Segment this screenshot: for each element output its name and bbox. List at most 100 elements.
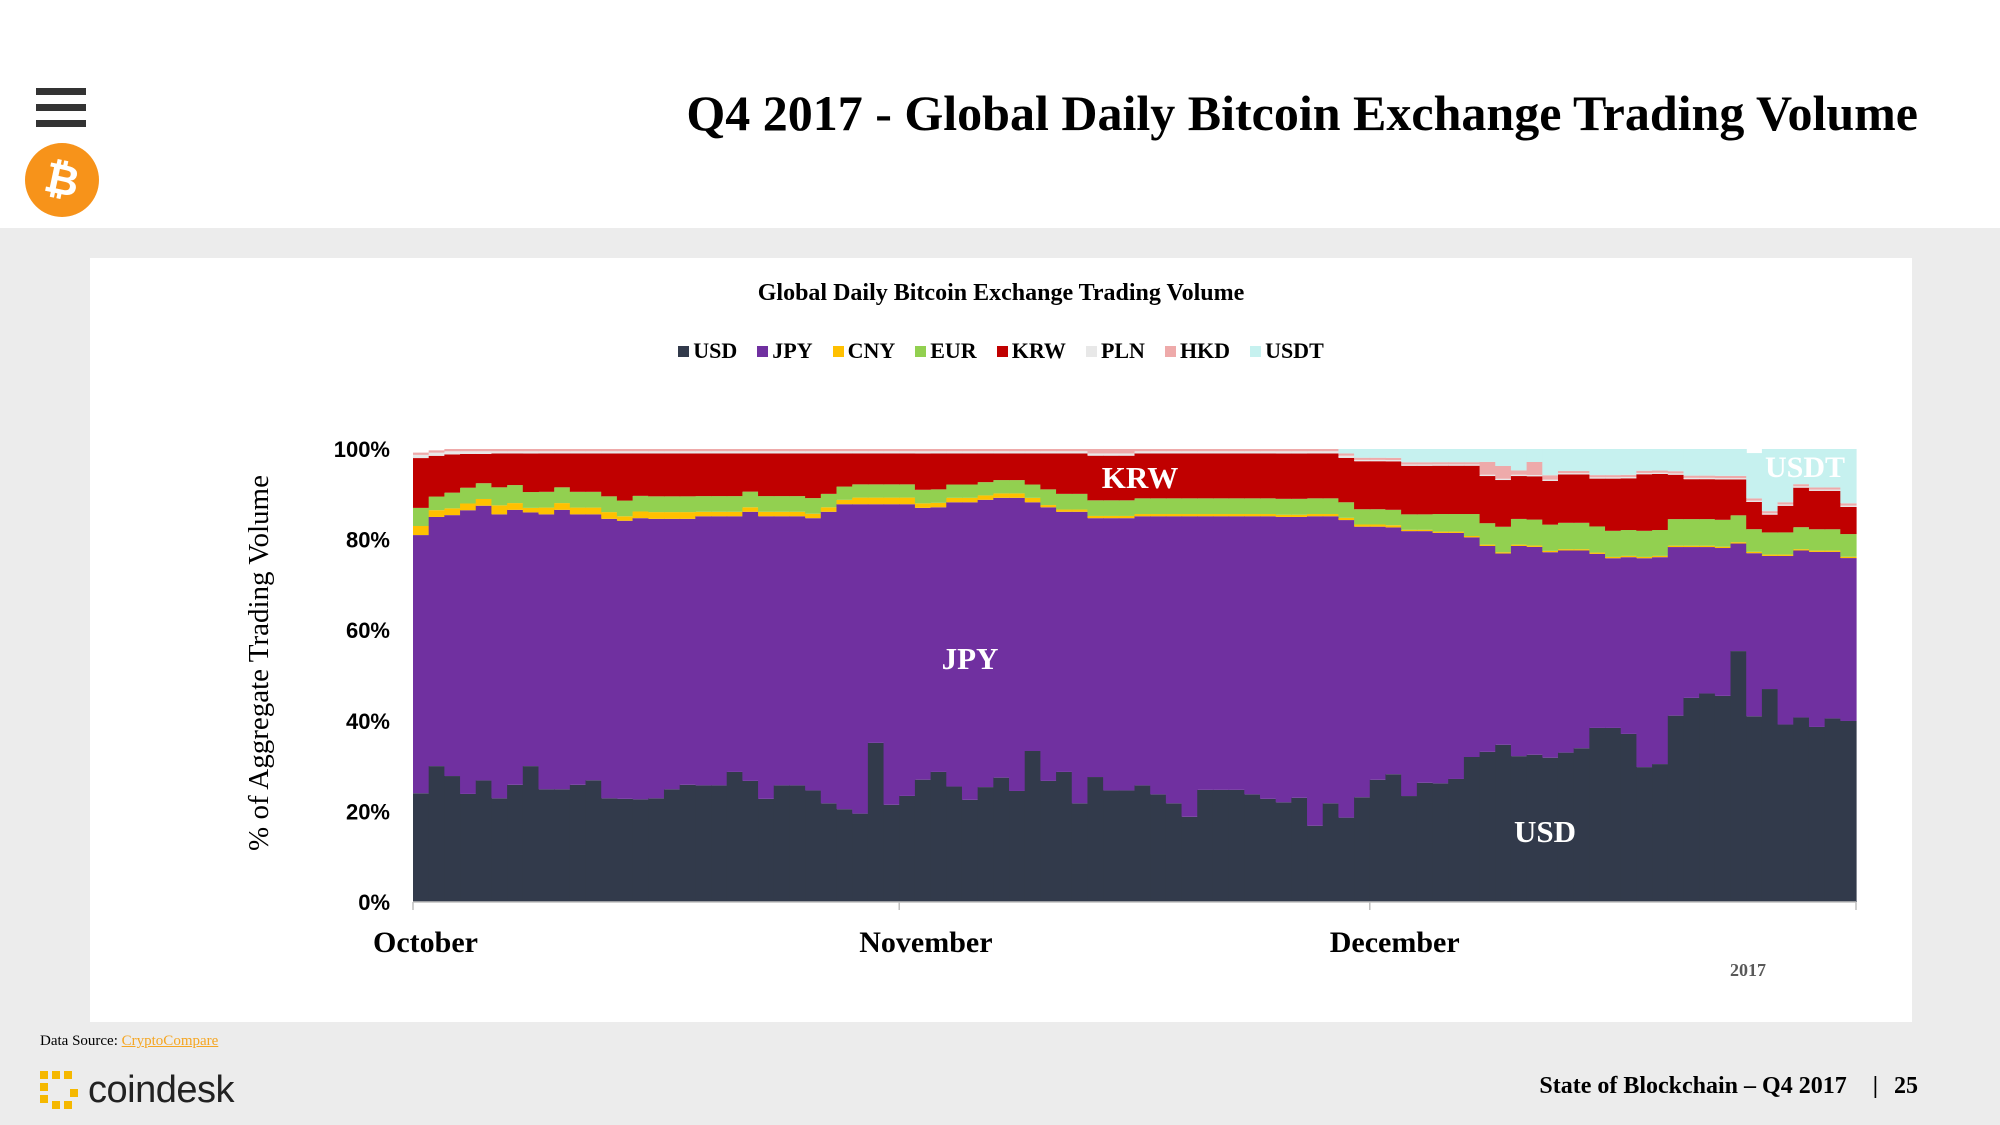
area-segment-krw — [1463, 465, 1481, 515]
area-segment-jpy — [1212, 516, 1230, 790]
area-segment-cny — [1212, 514, 1230, 517]
area-segment-pln — [1275, 451, 1292, 454]
area-segment-jpy — [711, 516, 728, 786]
area-segment-jpy — [632, 518, 649, 800]
area-segment-usd — [1134, 785, 1151, 902]
area-segment-pln — [1432, 464, 1449, 466]
area-segment-usd — [616, 798, 634, 902]
area-segment-jpy — [1824, 551, 1841, 719]
source-label: Data Source: — [40, 1033, 122, 1049]
area-segment-pln — [1009, 451, 1026, 454]
area-segment-eur — [1840, 534, 1857, 557]
chart-title: Global Daily Bitcoin Exchange Trading Vo… — [757, 280, 1245, 306]
area-segment-eur — [1228, 498, 1245, 515]
hamburger-menu-icon[interactable] — [36, 88, 86, 130]
area-segment-cny — [663, 512, 681, 519]
area-segment-jpy — [1291, 516, 1308, 798]
area-segment-usd — [1150, 794, 1167, 902]
header: ₿ Q4 2017 - Global Daily Bitcoin Exchang… — [0, 0, 2000, 228]
area-segment-jpy — [1228, 516, 1245, 790]
area-segment-pln — [1040, 451, 1057, 454]
area-segment-cny — [852, 497, 869, 505]
area-segment-eur — [585, 491, 602, 508]
area-segment-eur — [460, 487, 477, 504]
area-segment-jpy — [1322, 516, 1339, 804]
area-segment-krw — [444, 454, 461, 493]
area-segment-usd — [1040, 780, 1057, 902]
area-segment-krw — [805, 453, 822, 499]
area-segment-cny — [1369, 524, 1387, 527]
area-segment-krw — [1275, 453, 1292, 499]
area-segment-cny — [1463, 536, 1481, 538]
area-segment-eur — [1338, 502, 1355, 518]
area-segment-hkd — [1448, 462, 1465, 465]
area-segment-usdt — [1542, 449, 1559, 476]
area-segment-eur — [1667, 519, 1685, 546]
area-segment-eur — [1730, 515, 1747, 543]
area-segment-eur — [961, 484, 979, 498]
area-segment-pln — [632, 451, 649, 454]
area-segment-hkd — [852, 449, 869, 452]
area-segment-cny — [789, 511, 806, 517]
area-segment-usd — [1056, 771, 1073, 902]
area-segment-eur — [977, 482, 994, 496]
area-segment-cny — [1322, 514, 1339, 517]
area-segment-cny — [993, 493, 1010, 498]
area-segment-usdt — [1354, 449, 1371, 458]
area-segment-usd — [1777, 724, 1794, 902]
area-segment-krw — [1401, 465, 1418, 515]
area-segment-pln — [585, 451, 602, 454]
legend-swatch — [1085, 345, 1097, 357]
area-segment-pln — [836, 451, 853, 454]
area-segment-eur — [1557, 522, 1575, 550]
area-segment-pln — [1730, 478, 1747, 480]
area-segment-jpy — [616, 520, 634, 799]
area-segment-pln — [679, 451, 696, 454]
area-segment-pln — [993, 451, 1010, 454]
area-segment-usdt — [1401, 449, 1418, 463]
area-segment-usd — [444, 776, 461, 902]
area-segment-hkd — [1824, 487, 1841, 490]
area-segment-krw — [883, 453, 900, 485]
area-segment-usdt — [1338, 449, 1355, 454]
area-segment-jpy — [679, 518, 696, 785]
area-segment-krw — [413, 458, 430, 508]
y-tick-label: 40% — [346, 709, 390, 734]
area-segment-eur — [789, 496, 806, 512]
area-segment-eur — [1385, 509, 1402, 526]
area-segment-cny — [977, 495, 994, 500]
area-segment-pln — [554, 451, 571, 454]
area-segment-eur — [663, 496, 681, 513]
area-segment-cny — [1652, 555, 1669, 558]
area-segment-krw — [1636, 474, 1653, 531]
area-segment-krw — [1228, 453, 1245, 499]
area-segment-hkd — [1495, 466, 1512, 479]
area-segment-usd — [1448, 778, 1465, 902]
area-segment-jpy — [852, 504, 869, 814]
source-link[interactable]: CryptoCompare — [121, 1033, 219, 1049]
area-segment-krw — [1307, 453, 1324, 499]
area-segment-usdt — [1683, 449, 1700, 476]
area-segment-usdt — [1746, 453, 1763, 499]
area-segment-krw — [1683, 479, 1700, 520]
area-segment-hkd — [1761, 511, 1779, 514]
area-segment-usd — [1432, 783, 1449, 902]
area-segment-pln — [867, 451, 885, 454]
bitcoin-logo-icon: ₿ — [25, 143, 99, 217]
area-segment-cny — [1714, 546, 1732, 549]
area-segment-usd — [1699, 693, 1716, 902]
area-segment-eur — [475, 483, 493, 499]
area-segment-pln — [1228, 451, 1245, 454]
area-segment-usd — [1463, 757, 1481, 902]
legend-item-usd: USD — [678, 338, 737, 364]
area-segment-cny — [867, 497, 885, 505]
area-segment-pln — [1354, 459, 1371, 462]
area-segment-pln — [961, 451, 979, 454]
area-segment-pln — [616, 451, 634, 454]
area-segment-hkd — [1307, 449, 1324, 452]
area-segment-jpy — [1557, 550, 1575, 753]
x-tick-label: October — [373, 926, 478, 959]
area-segment-jpy — [1526, 546, 1543, 755]
area-segment-usd — [1071, 803, 1089, 902]
report-name: State of Blockchain – Q4 2017 — [1539, 1073, 1847, 1099]
